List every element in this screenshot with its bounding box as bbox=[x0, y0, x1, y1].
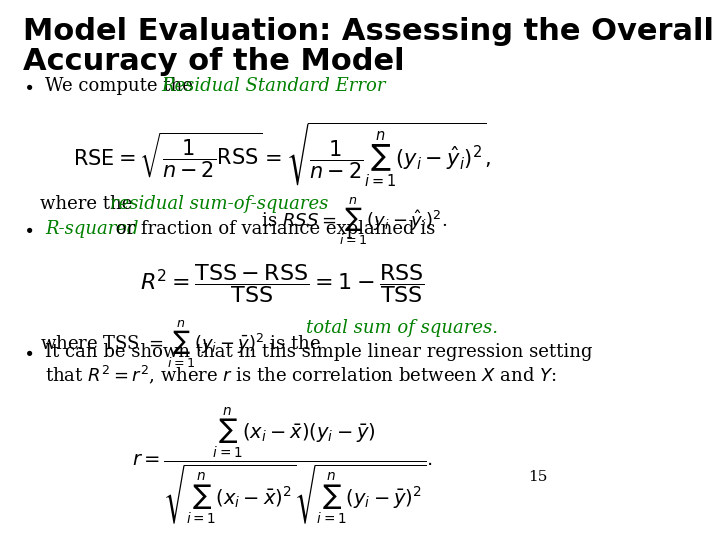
Text: that $R^2 = r^2$, where $r$ is the correlation between $X$ and $Y$:: that $R^2 = r^2$, where $r$ is the corre… bbox=[45, 363, 557, 386]
Text: $r = \dfrac{\sum_{i=1}^{n}(x_i - \bar{x})(y_i - \bar{y})}{\sqrt{\sum_{i=1}^{n}(x: $r = \dfrac{\sum_{i=1}^{n}(x_i - \bar{x}… bbox=[132, 405, 433, 526]
Text: is $RSS = \sum_{i=1}^{n}(y_i - \hat{y}_i)^2$.: is $RSS = \sum_{i=1}^{n}(y_i - \hat{y}_i… bbox=[256, 195, 447, 247]
Text: total sum of squares.: total sum of squares. bbox=[306, 319, 498, 337]
Text: $\bullet$: $\bullet$ bbox=[22, 220, 33, 238]
Text: Model Evaluation: Assessing the Overall: Model Evaluation: Assessing the Overall bbox=[22, 17, 714, 46]
Text: It can be shown that in this simple linear regression setting: It can be shown that in this simple line… bbox=[45, 343, 593, 361]
Text: Residual Standard Error: Residual Standard Error bbox=[161, 77, 385, 94]
Text: $\mathrm{RSE} = \sqrt{\dfrac{1}{n-2}\mathrm{RSS}} = \sqrt{\dfrac{1}{n-2}\sum_{i=: $\mathrm{RSE} = \sqrt{\dfrac{1}{n-2}\mat… bbox=[73, 121, 492, 190]
Text: where the: where the bbox=[40, 195, 138, 213]
Text: $\bullet$: $\bullet$ bbox=[22, 343, 33, 361]
Text: residual sum-of-squares: residual sum-of-squares bbox=[110, 195, 328, 213]
Text: 15: 15 bbox=[528, 470, 548, 484]
Text: We compute the: We compute the bbox=[45, 77, 199, 94]
Text: R-squared: R-squared bbox=[45, 220, 139, 238]
Text: Accuracy of the Model: Accuracy of the Model bbox=[22, 47, 404, 76]
Text: or fraction of variance explained is: or fraction of variance explained is bbox=[110, 220, 436, 238]
Text: $\bullet$: $\bullet$ bbox=[22, 77, 33, 94]
Text: $R^2 = \dfrac{\mathrm{TSS} - \mathrm{RSS}}{\mathrm{TSS}} = 1 - \dfrac{\mathrm{RS: $R^2 = \dfrac{\mathrm{TSS} - \mathrm{RSS… bbox=[140, 262, 425, 305]
Text: where TSS $= \sum_{i=1}^{n}(y_i - \bar{y})^2$ is the: where TSS $= \sum_{i=1}^{n}(y_i - \bar{y… bbox=[40, 319, 322, 370]
